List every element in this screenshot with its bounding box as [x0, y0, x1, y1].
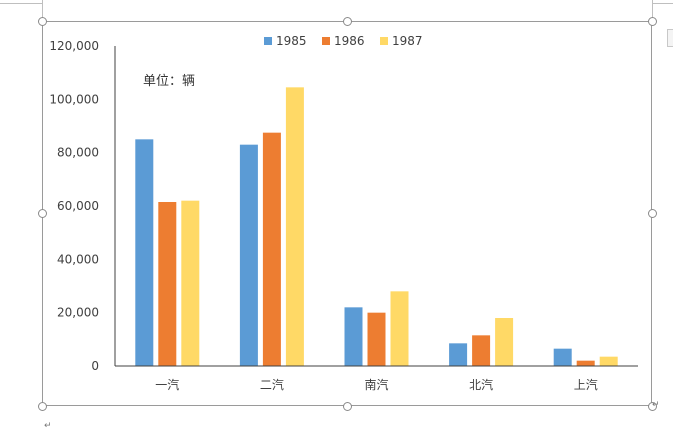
bar-1985-4[interactable] [553, 348, 572, 366]
bar-1986-0[interactable] [158, 202, 177, 366]
bars-group [135, 87, 618, 366]
bar-1987-0[interactable] [181, 200, 200, 366]
resize-handle-bottom-right[interactable] [648, 402, 657, 411]
legend-label-1985: 1985 [276, 34, 307, 48]
resize-handle-bottom-left[interactable] [38, 402, 47, 411]
y-tick-label: 0 [91, 359, 99, 373]
bar-1985-0[interactable] [135, 139, 154, 366]
page-margin-guide-top [0, 3, 42, 4]
unit-annotation: 单位：辆 [143, 74, 195, 89]
legend-swatch-1987 [380, 37, 388, 45]
bar-1987-2[interactable] [390, 291, 409, 366]
legend-label-1986: 1986 [334, 34, 365, 48]
y-tick-label: 80,000 [57, 146, 99, 160]
y-tick-label: 60,000 [57, 199, 99, 213]
bar-1986-4[interactable] [576, 360, 595, 366]
resize-handle-middle-right[interactable] [648, 209, 657, 218]
bar-1987-3[interactable] [495, 318, 514, 366]
y-tick-label: 20,000 [57, 306, 99, 320]
legend-label-1987: 1987 [392, 34, 423, 48]
x-axis: 一汽 二汽 南汽 北汽 上汽 [115, 365, 638, 392]
page-margin-guide-right [652, 0, 653, 21]
x-tick-label: 南汽 [364, 377, 388, 392]
bar-1987-1[interactable] [285, 87, 304, 366]
x-tick-label: 上汽 [574, 377, 598, 392]
bar-1987-4[interactable] [599, 356, 618, 366]
legend-swatch-1986 [322, 37, 330, 45]
x-tick-label: 一汽 [155, 377, 179, 392]
paragraph-mark-icon: ↵ [44, 421, 52, 431]
resize-handle-middle-left[interactable] [38, 209, 47, 218]
bar-1986-2[interactable] [367, 312, 386, 366]
resize-handle-top-left[interactable] [38, 17, 47, 26]
x-tick-label: 北汽 [469, 377, 493, 392]
legend-swatch-1985 [264, 37, 272, 45]
resize-handle-top-center[interactable] [343, 17, 352, 26]
y-tick-label: 120,000 [49, 39, 99, 53]
bar-1985-3[interactable] [449, 343, 468, 366]
x-tick-label: 二汽 [260, 377, 284, 392]
page-margin-guide-left [42, 0, 43, 21]
page-margin-guide-top-right [652, 3, 673, 4]
bar-1985-2[interactable] [344, 307, 363, 366]
resize-handle-bottom-center[interactable] [343, 402, 352, 411]
y-tick-label: 100,000 [49, 92, 99, 106]
paragraph-mark-icon-inline: ↵ [652, 400, 660, 410]
resize-handle-top-right[interactable] [648, 17, 657, 26]
bar-1986-1[interactable] [262, 132, 281, 366]
bar-1985-1[interactable] [239, 144, 258, 366]
legend[interactable]: 1985 1986 1987 [264, 34, 423, 48]
y-axis: 0 20,000 40,000 60,000 80,000 100,000 120,000 [49, 39, 116, 373]
layout-options-button[interactable] [667, 29, 673, 47]
bar-1986-3[interactable] [472, 335, 491, 366]
y-tick-label: 40,000 [57, 252, 99, 266]
